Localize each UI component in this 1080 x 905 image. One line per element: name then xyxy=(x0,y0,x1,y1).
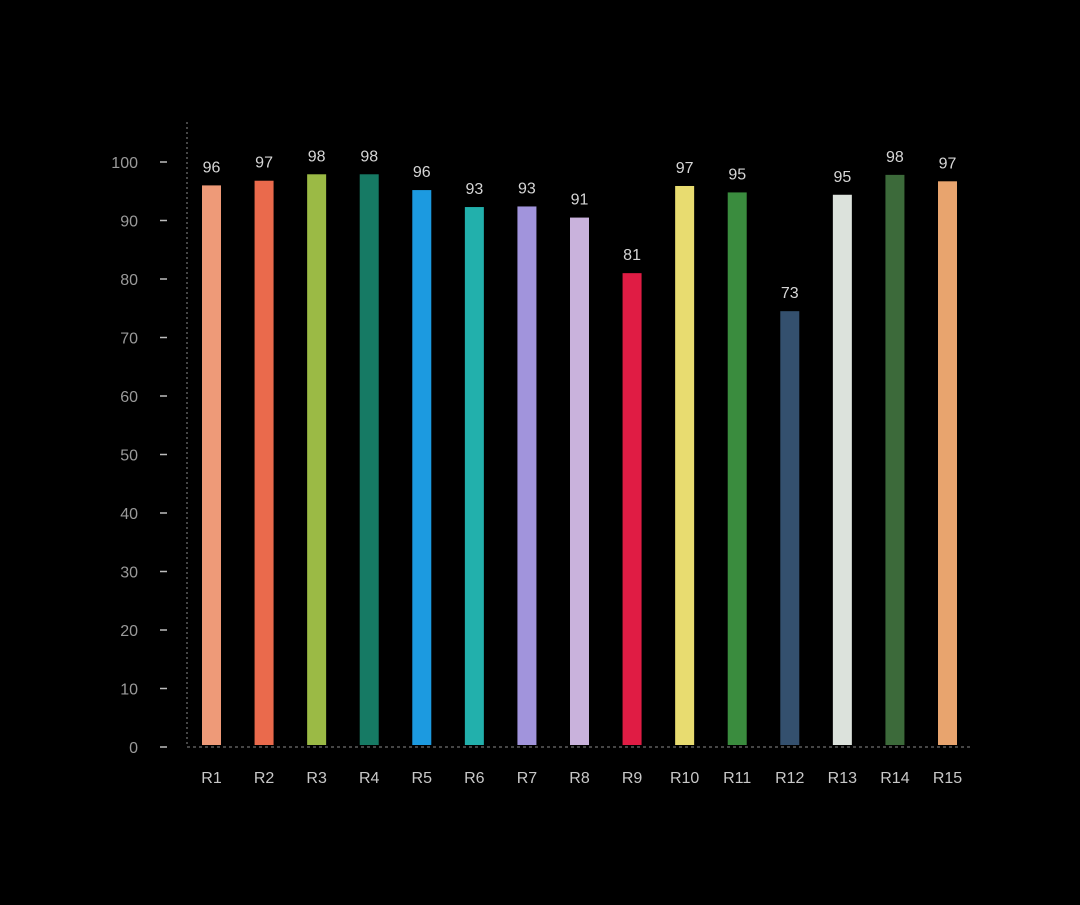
data-label-r7: 93 xyxy=(518,180,536,197)
bar-r14 xyxy=(885,174,905,745)
bar-r11 xyxy=(727,192,747,746)
y-tick-label: 40 xyxy=(120,506,138,523)
y-tick-label: 20 xyxy=(120,623,138,640)
x-tick-label-r13: R13 xyxy=(828,770,857,787)
y-tick-label: 60 xyxy=(120,389,138,406)
bar-r9 xyxy=(622,273,642,745)
bar-r15 xyxy=(938,181,957,745)
y-tick-label: 0 xyxy=(129,740,138,757)
x-tick-label-r5: R5 xyxy=(412,770,433,787)
data-labels: 96 97 98 98 96 93 93 91 81 97 95 73 95 98 97 xyxy=(203,148,957,302)
x-tick-label-r15: R15 xyxy=(933,770,962,787)
x-tick-label-r4: R4 xyxy=(359,770,380,787)
x-tick-label-r14: R14 xyxy=(880,770,909,787)
x-tick-label-r11: R11 xyxy=(723,770,751,787)
x-tick-label-r7: R7 xyxy=(517,770,538,787)
y-tick-label: 80 xyxy=(120,272,138,289)
bar-r2 xyxy=(254,180,274,746)
bar-r12 xyxy=(780,311,800,745)
data-label-r2: 97 xyxy=(255,155,273,172)
y-tick-label: 70 xyxy=(120,331,138,348)
bar-r4 xyxy=(359,174,379,745)
x-tick-label-r10: R10 xyxy=(670,770,699,787)
x-axis-labels: R1 R2 R3 R4 R5 R6 R7 R8 R9 R10 R11 R12 R13 R14 R15 xyxy=(201,770,962,787)
data-label-r14: 98 xyxy=(886,149,904,166)
data-label-r11: 95 xyxy=(728,166,746,183)
data-label-r9: 81 xyxy=(623,247,641,264)
data-label-r12: 73 xyxy=(781,285,799,302)
data-label-r13: 95 xyxy=(833,169,851,186)
data-label-r6: 93 xyxy=(465,181,483,198)
bar-r3 xyxy=(307,174,327,745)
x-tick-label-r8: R8 xyxy=(569,770,590,787)
data-label-r5: 96 xyxy=(413,164,431,181)
x-tick-label-r9: R9 xyxy=(622,770,643,787)
y-axis-ticks: 0 10 20 30 40 50 60 70 80 90 100 xyxy=(111,155,167,757)
bar-r1 xyxy=(202,185,221,745)
y-tick-label: 10 xyxy=(120,682,138,699)
bar-r6 xyxy=(464,207,484,746)
data-label-r15: 97 xyxy=(939,155,957,172)
y-tick-label: 90 xyxy=(120,214,138,231)
x-tick-label-r3: R3 xyxy=(306,770,327,787)
data-label-r10: 97 xyxy=(676,160,694,177)
bars xyxy=(202,174,957,746)
bar-r5 xyxy=(412,190,432,745)
bar-r13 xyxy=(832,194,852,745)
data-label-r8: 91 xyxy=(571,192,589,209)
x-tick-label-r12: R12 xyxy=(775,770,804,787)
x-tick-label-r1: R1 xyxy=(201,770,222,787)
x-tick-label-r6: R6 xyxy=(464,770,485,787)
data-label-r3: 98 xyxy=(308,148,326,165)
x-tick-label-r2: R2 xyxy=(254,770,275,787)
bar-r7 xyxy=(517,206,537,745)
y-tick-label: 50 xyxy=(120,448,138,465)
y-tick-label: 30 xyxy=(120,565,138,582)
axes xyxy=(186,122,972,748)
y-tick-label: 100 xyxy=(111,155,138,172)
bar-r8 xyxy=(570,217,589,745)
data-label-r4: 98 xyxy=(360,148,378,165)
bar-r10 xyxy=(675,185,695,746)
data-label-r1: 96 xyxy=(203,159,221,176)
